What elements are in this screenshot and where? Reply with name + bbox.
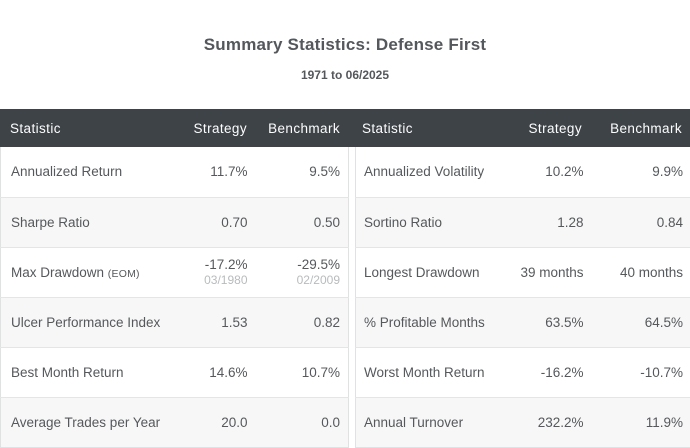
stat-label: Worst Month Return xyxy=(356,347,502,397)
benchmark-value: 0.82 xyxy=(256,297,349,347)
benchmark-value: 0.84 xyxy=(592,197,690,247)
strategy-value: 1.53 xyxy=(171,297,256,347)
col-header-statistic-left: Statistic xyxy=(0,121,170,136)
stat-label: Sharpe Ratio xyxy=(1,197,171,247)
table-row: % Profitable Months 63.5% 64.5% xyxy=(356,297,690,347)
table-row: Sharpe Ratio 0.70 0.50 xyxy=(1,197,349,247)
col-header-benchmark-right: Benchmark xyxy=(590,121,690,136)
stat-label: Annual Turnover xyxy=(356,397,502,447)
strategy-value: -17.2% 03/1980 xyxy=(171,247,256,297)
table-row: Average Trades per Year 20.0 0.0 xyxy=(1,397,349,447)
stat-label: Longest Drawdown xyxy=(356,247,502,297)
strategy-value-main: -17.2% xyxy=(171,257,248,273)
stat-label: Average Trades per Year xyxy=(1,397,171,447)
col-header-strategy-left: Strategy xyxy=(170,121,255,136)
stat-label: Best Month Return xyxy=(1,347,171,397)
table-row: Annualized Volatility 10.2% 9.9% xyxy=(356,147,690,197)
strategy-value: 1.28 xyxy=(502,197,592,247)
table-row: Longest Drawdown 39 months 40 months xyxy=(356,247,690,297)
stat-label: Annualized Volatility xyxy=(356,147,502,197)
strategy-value: 39 months xyxy=(502,247,592,297)
page-subtitle: 1971 to 06/2025 xyxy=(0,68,690,82)
strategy-value: 14.6% xyxy=(171,347,256,397)
benchmark-value: 10.7% xyxy=(256,347,349,397)
strategy-value: 10.2% xyxy=(502,147,592,197)
benchmark-value-main: -29.5% xyxy=(256,257,341,273)
benchmark-value: 64.5% xyxy=(592,297,690,347)
col-header-statistic-right: Statistic xyxy=(354,121,500,136)
benchmark-value-date: 02/2009 xyxy=(256,273,341,287)
stats-table-left: Annualized Return 11.7% 9.5% Sharpe Rati… xyxy=(0,147,349,448)
stat-label-text: Max Drawdown xyxy=(11,265,104,280)
strategy-value-date: 03/1980 xyxy=(171,273,248,287)
stat-note: (EOM) xyxy=(108,268,140,280)
benchmark-value: -29.5% 02/2009 xyxy=(256,247,349,297)
strategy-value: 20.0 xyxy=(171,397,256,447)
stat-label: Ulcer Performance Index xyxy=(1,297,171,347)
benchmark-value: 0.0 xyxy=(256,397,349,447)
benchmark-value: 40 months xyxy=(592,247,690,297)
table-row: Annual Turnover 232.2% 11.9% xyxy=(356,397,690,447)
table-row: Sortino Ratio 1.28 0.84 xyxy=(356,197,690,247)
col-header-benchmark-left: Benchmark xyxy=(255,121,348,136)
strategy-value: 11.7% xyxy=(171,147,256,197)
benchmark-value: 11.9% xyxy=(592,397,690,447)
benchmark-value: -10.7% xyxy=(592,347,690,397)
stat-label: Annualized Return xyxy=(1,147,171,197)
summary-statistics-table: Statistic Strategy Benchmark Statistic S… xyxy=(0,109,690,448)
table-header-band: Statistic Strategy Benchmark Statistic S… xyxy=(0,109,690,147)
benchmark-value: 9.5% xyxy=(256,147,349,197)
strategy-value: -16.2% xyxy=(502,347,592,397)
stats-table-right: Annualized Volatility 10.2% 9.9% Sortino… xyxy=(355,147,690,448)
col-header-strategy-right: Strategy xyxy=(500,121,590,136)
strategy-value: 63.5% xyxy=(502,297,592,347)
benchmark-value: 9.9% xyxy=(592,147,690,197)
strategy-value: 0.70 xyxy=(171,197,256,247)
table-row: Worst Month Return -16.2% -10.7% xyxy=(356,347,690,397)
stat-label: % Profitable Months xyxy=(356,297,502,347)
stat-label: Sortino Ratio xyxy=(356,197,502,247)
table-row: Annualized Return 11.7% 9.5% xyxy=(1,147,349,197)
table-row: Ulcer Performance Index 1.53 0.82 xyxy=(1,297,349,347)
benchmark-value: 0.50 xyxy=(256,197,349,247)
stat-label: Max Drawdown (EOM) xyxy=(1,247,171,297)
table-row: Max Drawdown (EOM) -17.2% 03/1980 -29.5%… xyxy=(1,247,349,297)
page-title: Summary Statistics: Defense First xyxy=(0,0,690,55)
strategy-value: 232.2% xyxy=(502,397,592,447)
table-row: Best Month Return 14.6% 10.7% xyxy=(1,347,349,397)
